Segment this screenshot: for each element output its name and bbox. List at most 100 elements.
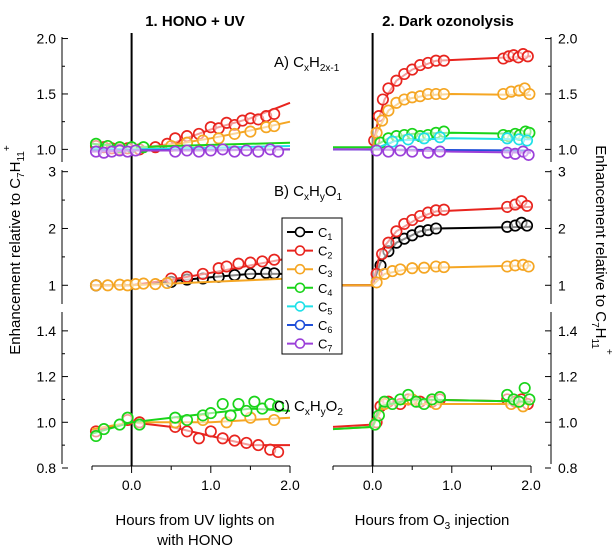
data-point-C4 — [248, 395, 261, 408]
data-point-C3 — [161, 276, 174, 290]
y-label-right: Enhancement relative to C7H11+ — [589, 145, 613, 355]
data-point-C7 — [421, 146, 435, 159]
data-point-C2 — [244, 256, 257, 269]
legend-marker-C7 — [294, 338, 306, 349]
header-left: 1. HONO + UV — [145, 13, 245, 30]
data-point-C3 — [382, 104, 395, 117]
data-point-C7 — [216, 143, 229, 156]
labels-layer: 1.0 1.0 1.5 1.5 2.0 2.0 A) CxH2x-1 1 1 2 2 3 3 B) CxH… — [2, 31, 613, 549]
data-point-C4 — [232, 397, 245, 411]
data-point-C2 — [520, 199, 534, 212]
y-tick-label-right: 3 — [558, 164, 566, 180]
data-point-C5 — [418, 132, 431, 145]
legend-label-C5: C5 — [318, 299, 332, 316]
data-point-C4 — [513, 395, 526, 408]
data-point-C7 — [252, 145, 265, 158]
legend-box — [281, 217, 343, 355]
data-point-C4 — [133, 418, 146, 431]
y-tick-label-left: 1.2 — [37, 369, 57, 385]
data-point-C2 — [196, 267, 209, 280]
x-tick-label: 0.0 — [363, 477, 383, 493]
svg-text:Enhancement relative to C7H11+: Enhancement relative to C7H11+ — [2, 145, 27, 355]
y-tick-label-left: 1.0 — [37, 414, 57, 430]
data-point-C3 — [268, 413, 281, 427]
series-line-C3-A-right — [333, 92, 532, 151]
y-tick-label-left: 2.0 — [37, 31, 57, 47]
x-tick-label: 0.0 — [122, 477, 142, 493]
data-point-C2 — [521, 50, 534, 63]
data-point-C2 — [220, 260, 233, 273]
data-point-C4 — [240, 404, 253, 417]
legend-label-C1: C1 — [318, 225, 332, 242]
data-point-C2 — [228, 434, 241, 447]
data-point-C7 — [406, 145, 419, 158]
data-point-C2 — [390, 225, 403, 238]
data-point-C3 — [522, 260, 535, 273]
data-point-C2 — [192, 432, 205, 445]
data-point-C1 — [244, 267, 257, 280]
y-tick-label-left: 2 — [48, 220, 56, 236]
data-point-C1 — [520, 219, 534, 232]
data-point-C4 — [518, 381, 531, 395]
data-point-C2 — [390, 74, 403, 87]
data-point-C4 — [224, 409, 237, 422]
data-point-C4 — [169, 411, 182, 424]
data-point-C2 — [256, 255, 269, 268]
data-point-C7 — [240, 144, 253, 157]
axes-layer — [61, 33, 552, 473]
data-point-C7 — [382, 145, 395, 158]
y-tick-label-right: 2.0 — [558, 31, 578, 47]
data-point-C3 — [523, 87, 536, 101]
data-point-C7 — [180, 144, 194, 157]
svg-text:Enhancement relative to C7H11+: Enhancement relative to C7H11+ — [589, 145, 613, 355]
series-line-C1-B-right — [333, 225, 532, 287]
data-point-C7 — [169, 145, 182, 158]
data-point-C1 — [268, 267, 281, 280]
data-point-C3 — [437, 261, 450, 274]
data-point-C1 — [429, 222, 443, 235]
series-line-C2-B-right — [333, 205, 532, 287]
y-tick-label-right: 1.5 — [558, 86, 578, 102]
data-point-C7 — [370, 144, 383, 157]
y-tick-label-left: 1.0 — [37, 141, 57, 157]
data-point-C4 — [272, 400, 285, 413]
x-label-left-line1: Hours from UV lights on — [115, 512, 274, 529]
data-point-C5 — [520, 134, 534, 147]
data-point-C4 — [89, 429, 103, 443]
data-point-C1 — [228, 269, 241, 282]
data-point-C2 — [216, 432, 229, 445]
data-point-C7 — [204, 144, 217, 157]
data-point-C3 — [376, 114, 389, 127]
y-tick-label-right: 1.2 — [558, 369, 578, 385]
legend-label-C3: C3 — [318, 262, 332, 279]
data-point-C7 — [272, 145, 285, 158]
panel-label-C: C) CxHyO2 — [274, 398, 343, 418]
data-point-C3 — [228, 127, 241, 140]
legend-label-C4: C4 — [318, 281, 332, 298]
data-point-C2 — [382, 236, 395, 249]
legend-marker-C6 — [294, 319, 306, 331]
data-point-C5 — [402, 133, 415, 146]
data-point-C3 — [370, 126, 383, 139]
legend-marker-C2 — [294, 245, 306, 256]
x-tick-label: 2.0 — [280, 477, 300, 493]
data-point-C2 — [232, 257, 245, 270]
data-point-C3 — [406, 262, 419, 275]
data-point-C4 — [204, 407, 217, 420]
legend-marker-C1 — [294, 226, 306, 238]
legend-marker-C5 — [294, 301, 306, 312]
y-tick-label-left: 3 — [48, 164, 56, 180]
x-label-left-line2: with HONO — [156, 532, 233, 549]
data-point-C3 — [437, 87, 450, 101]
data-point-C2 — [204, 425, 217, 438]
data-point-C3 — [212, 132, 225, 145]
legend-marker-C4 — [294, 282, 306, 294]
x-tick-label: 1.0 — [201, 477, 221, 493]
data-point-C2 — [268, 107, 281, 120]
data-point-C3 — [89, 279, 103, 292]
data-point-C7 — [394, 144, 407, 157]
y-label-left: Enhancement relative to C7H11+ — [2, 145, 27, 355]
data-point-C3 — [244, 125, 257, 138]
legend-marker-C3 — [294, 263, 306, 275]
